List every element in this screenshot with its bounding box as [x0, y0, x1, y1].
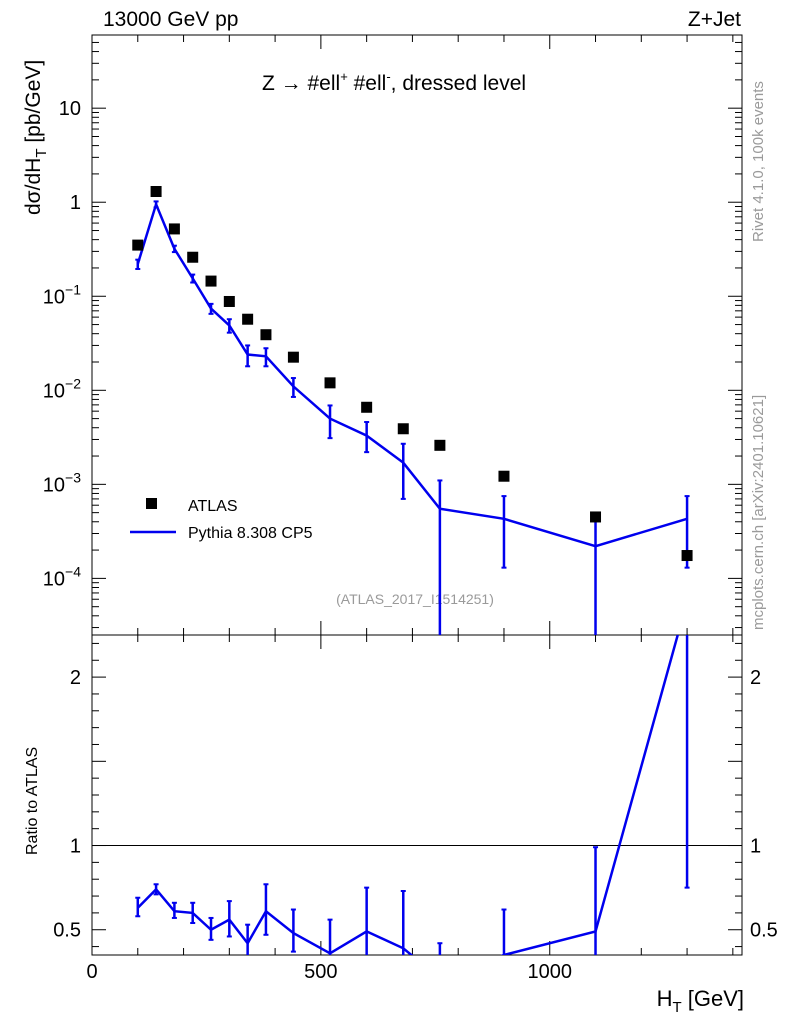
y-tick-label-1e-3: 10−3 — [43, 469, 81, 496]
x-ticks — [91, 35, 734, 955]
atlas-data-point — [434, 439, 446, 451]
atlas-data-point — [681, 550, 693, 562]
energy-label: 13000 GeV pp — [103, 8, 238, 31]
legend-atlas-label: ATLAS — [188, 498, 238, 515]
y-tick-label-1: 1 — [70, 192, 81, 214]
legend: ATLAS Pythia 8.308 CP5 — [130, 498, 313, 542]
pythia-series-ratio — [135, 635, 690, 955]
rivet-version-label: Rivet 4.1.0, 100k events — [750, 81, 767, 242]
x-tick-label-0: 0 — [86, 961, 97, 983]
atlas-data-point — [242, 313, 254, 325]
y-tick-label-10: 10 — [59, 98, 81, 120]
atlas-data-point — [361, 401, 373, 413]
y-tick-label-1e-4: 10−4 — [43, 563, 81, 590]
main-plot-frame — [91, 34, 743, 636]
ratio-left-label-2: 2 — [70, 667, 81, 689]
x-tick-label-500: 500 — [304, 961, 337, 983]
ratio-line — [136, 635, 680, 955]
atlas-data-point — [187, 251, 199, 263]
atlas-data-point — [132, 239, 144, 251]
ratio-left-label-1: 1 — [70, 836, 81, 858]
main-y-ticks — [92, 34, 742, 629]
analysis-watermark: (ATLAS_2017_I1514251) — [336, 591, 494, 607]
y-tick-label-1e-2: 10−2 — [43, 375, 81, 402]
atlas-data-point — [324, 377, 336, 389]
pythia-series-main — [135, 200, 690, 635]
process-label: Z+Jet — [688, 8, 741, 31]
atlas-data-point — [260, 329, 272, 341]
atlas-data-point — [590, 511, 602, 523]
pythia-line — [136, 200, 688, 548]
legend-atlas-marker — [146, 498, 157, 509]
plot-title: Z → #ell+ #ell-, dressed level — [262, 69, 526, 95]
ratio-y-tick-labels: 0.5 1 2 0.5 1 2 — [53, 667, 778, 942]
ratio-plot-frame — [91, 634, 743, 956]
legend-pythia-label: Pythia 8.308 CP5 — [188, 525, 313, 542]
main-y-tick-labels: 10 1 10−1 10−2 10−3 10−4 — [43, 98, 81, 590]
atlas-data-point — [397, 423, 409, 435]
atlas-data-point — [205, 275, 217, 287]
ratio-y-ticks — [92, 642, 742, 948]
atlas-series-main — [132, 186, 693, 562]
x-axis-title: HT [GeV] — [657, 986, 744, 1016]
ratio-left-label-0.5: 0.5 — [53, 920, 81, 942]
ratio-right-label-2: 2 — [750, 667, 761, 689]
atlas-data-point — [223, 295, 235, 307]
x-tick-labels: 0 500 1000 — [86, 961, 572, 983]
atlas-data-point — [287, 351, 299, 363]
ratio-right-label-0.5: 0.5 — [750, 920, 778, 942]
main-y-axis-title: dσ/dHT [pb/GeV] — [22, 60, 50, 215]
ratio-right-label-1: 1 — [750, 836, 761, 858]
mcplots-reference-label: mcplots.cern.ch [arXiv:2401.10621] — [750, 395, 767, 630]
atlas-data-point — [150, 186, 162, 198]
y-tick-label-1e-1: 10−1 — [43, 281, 81, 308]
atlas-data-point — [498, 470, 510, 482]
atlas-data-point — [168, 223, 180, 235]
ratio-y-axis-title: Ratio to ATLAS — [24, 747, 41, 855]
x-tick-label-1000: 1000 — [527, 961, 572, 983]
